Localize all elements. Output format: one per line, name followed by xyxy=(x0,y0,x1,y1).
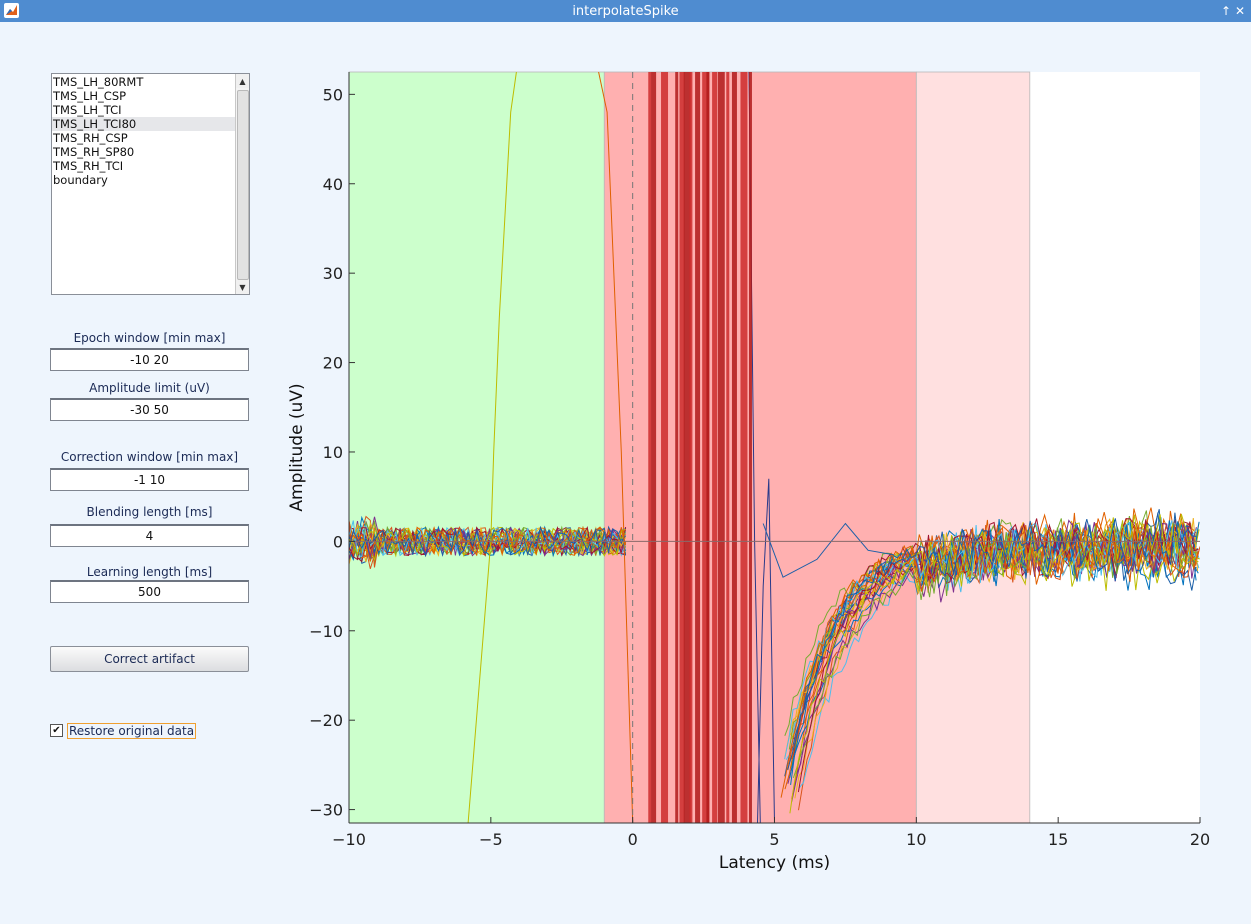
y-tick-label: 10 xyxy=(323,443,343,462)
event-list-item[interactable]: TMS_RH_TCI xyxy=(53,159,124,173)
x-tick-label: −5 xyxy=(479,830,503,849)
correct-artifact-button[interactable]: Correct artifact xyxy=(50,646,249,672)
plot-regions xyxy=(348,71,1200,824)
plot-axes: −10 −5 0 5 10 15 20 −30 −20 −10 0 10 20 30 40 50 Latency… xyxy=(287,72,1210,873)
event-list-item[interactable]: TMS_RH_CSP xyxy=(53,131,128,145)
x-tick-label: 10 xyxy=(906,830,926,849)
amplitude-limit-label: Amplitude limit (uV) xyxy=(89,381,210,395)
x-axis-label: Latency (ms) xyxy=(719,853,830,873)
event-list-item[interactable]: TMS_LH_CSP xyxy=(53,89,127,103)
eeg-trace-baseline xyxy=(349,526,626,561)
y-tick-label: 20 xyxy=(323,354,343,373)
matlab-logo-icon xyxy=(4,3,19,18)
artifact-band xyxy=(740,72,748,823)
eeg-trace-baseline xyxy=(349,523,627,556)
close-window-icon[interactable]: ✕ xyxy=(1234,3,1246,18)
event-list-item[interactable]: TMS_LH_TCI xyxy=(53,103,122,117)
x-tick-label: 15 xyxy=(1048,830,1068,849)
eeg-trace-recovery xyxy=(789,521,1199,778)
eeg-trace-recovery xyxy=(787,512,1197,770)
amplitude-limit-input[interactable] xyxy=(50,398,249,421)
eeg-trace-baseline xyxy=(349,520,627,558)
window-title: interpolateSpike xyxy=(572,3,679,19)
artifact-band xyxy=(731,72,737,823)
restore-original-data-checkbox[interactable]: ✔ xyxy=(50,724,63,737)
y-tick-label: 50 xyxy=(323,85,343,104)
region-blending xyxy=(915,71,1031,824)
y-tick-label: −10 xyxy=(309,622,343,641)
listbox-scrollbar[interactable]: ▲ ▼ xyxy=(235,74,249,294)
eeg-trace-baseline xyxy=(349,526,627,562)
window-titlebar: interpolateSpike ↑ ✕ xyxy=(0,0,1251,22)
amplitude-latency-plot: −10 −5 0 5 10 15 20 −30 −20 −10 0 10 20 30 40 50 Latency… xyxy=(287,71,1210,873)
artifact-band xyxy=(661,72,669,823)
event-list-item[interactable]: TMS_RH_SP80 xyxy=(53,145,135,159)
x-tick-label: 0 xyxy=(628,830,638,849)
y-tick-label: 40 xyxy=(323,175,343,194)
y-tick-label: 30 xyxy=(323,264,343,283)
artifact-band xyxy=(712,72,718,823)
artifact-spike-trace xyxy=(467,72,517,823)
x-tick-label: −10 xyxy=(332,830,366,849)
epoch-window-label: Epoch window [min max] xyxy=(73,331,226,345)
eeg-trace-baseline xyxy=(349,525,627,558)
event-type-listbox[interactable]: TMS_LH_80RMT TMS_LH_CSP TMS_LH_TCI TMS_LH_T… xyxy=(51,73,250,295)
artifact-band xyxy=(702,72,710,823)
x-tick-label: 20 xyxy=(1190,830,1210,849)
y-axis-label: Amplitude (uV) xyxy=(287,383,307,511)
eeg-trace-recovery xyxy=(784,520,1198,760)
blending-length-input[interactable] xyxy=(50,524,249,547)
event-list-item[interactable]: TMS_LH_80RMT xyxy=(53,75,144,89)
eeg-trace-recovery xyxy=(797,518,1199,793)
learning-length-input[interactable] xyxy=(50,580,249,603)
correction-window-label: Correction window [min max] xyxy=(60,450,239,464)
learning-length-label: Learning length [ms] xyxy=(86,565,213,579)
eeg-trace-recovery xyxy=(791,523,1197,802)
artifact-band xyxy=(683,72,691,823)
artifact-band xyxy=(717,72,725,823)
y-tick-label: −20 xyxy=(309,711,343,730)
event-list: TMS_LH_80RMT TMS_LH_CSP TMS_LH_TCI TMS_LH_T… xyxy=(52,75,236,187)
artifact-band xyxy=(695,72,701,823)
artifact-band xyxy=(726,72,730,823)
correction-window-input[interactable] xyxy=(50,468,249,491)
artifact-band xyxy=(651,72,657,823)
event-list-item[interactable]: TMS_LH_TCI80 xyxy=(52,117,236,131)
scroll-thumb[interactable] xyxy=(237,90,249,280)
artifact-band xyxy=(675,72,679,823)
artifact-band xyxy=(648,72,652,823)
blending-length-label: Blending length [ms] xyxy=(86,505,213,519)
artifact-band xyxy=(748,72,752,823)
event-list-item[interactable]: boundary xyxy=(53,173,108,187)
artifact-band xyxy=(706,72,710,823)
restore-original-data-option[interactable]: ✔ Restore original data xyxy=(50,722,197,739)
scroll-down-arrow-icon[interactable]: ▼ xyxy=(236,280,249,294)
epoch-window-input[interactable] xyxy=(50,348,249,371)
restore-window-icon[interactable]: ↑ xyxy=(1220,3,1232,18)
region-baseline xyxy=(348,71,605,824)
x-tick-label: 5 xyxy=(769,830,779,849)
scroll-up-arrow-icon[interactable]: ▲ xyxy=(236,74,249,88)
y-tick-label: −30 xyxy=(309,801,343,820)
plot-traces xyxy=(349,72,1200,823)
plot-overlays xyxy=(349,72,1200,823)
artifact-spike-trace xyxy=(598,72,634,823)
artifact-band xyxy=(689,72,693,823)
y-tick-label: 0 xyxy=(333,532,343,551)
eeg-trace-recovery xyxy=(789,513,1199,814)
eeg-trace-baseline xyxy=(349,527,626,558)
eeg-trace-recovery xyxy=(792,524,1198,779)
artifact-band xyxy=(679,72,685,823)
restore-original-data-label: Restore original data xyxy=(67,722,197,739)
